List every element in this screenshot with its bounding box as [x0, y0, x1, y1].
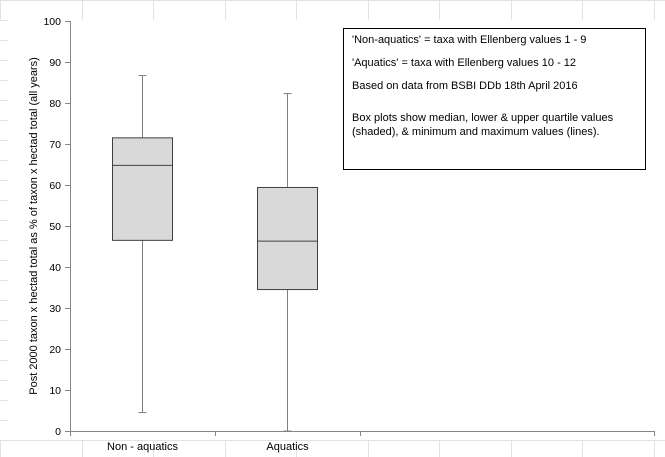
note-aquatics: 'Aquatics' = taxa with Ellenberg values … [352, 57, 577, 69]
y-tick-label-80: 80 [49, 98, 61, 110]
y-tick-label-70: 70 [49, 139, 61, 151]
note-non-aquatics: 'Non-aquatics' = taxa with Ellenberg val… [352, 34, 587, 46]
x-label-0: Non - aquatics [107, 441, 178, 453]
iqr-box-aquatics [257, 186, 318, 291]
legend-notes-box: 'Non-aquatics' = taxa with Ellenberg val… [343, 28, 646, 170]
y-tick-label-10: 10 [49, 385, 61, 397]
x-axis-labels: Non - aquatics Aquatics [107, 441, 309, 453]
box-plots [112, 75, 318, 432]
y-tick-label-40: 40 [49, 262, 61, 274]
y-tick-label-100: 100 [43, 16, 61, 28]
note-data-source: Based on data from BSBI DDb 18th April 2… [352, 80, 578, 92]
note-box-plot-explanation: Box plots show median, lower & upper qua… [352, 112, 614, 138]
y-axis-ticks: 0 10 20 30 40 50 60 70 80 90 100 [43, 16, 655, 438]
y-tick-label-30: 30 [49, 303, 61, 315]
y-tick-label-90: 90 [49, 57, 61, 69]
x-label-1: Aquatics [266, 441, 309, 453]
y-axis-title: Post 2000 taxon x hectad total as % of t… [28, 57, 40, 395]
y-tick-label-0: 0 [55, 426, 61, 438]
iqr-box-non-aquatics [112, 137, 173, 241]
y-tick-label-60: 60 [49, 180, 61, 192]
y-tick-label-50: 50 [49, 221, 61, 233]
y-tick-label-20: 20 [49, 344, 61, 356]
